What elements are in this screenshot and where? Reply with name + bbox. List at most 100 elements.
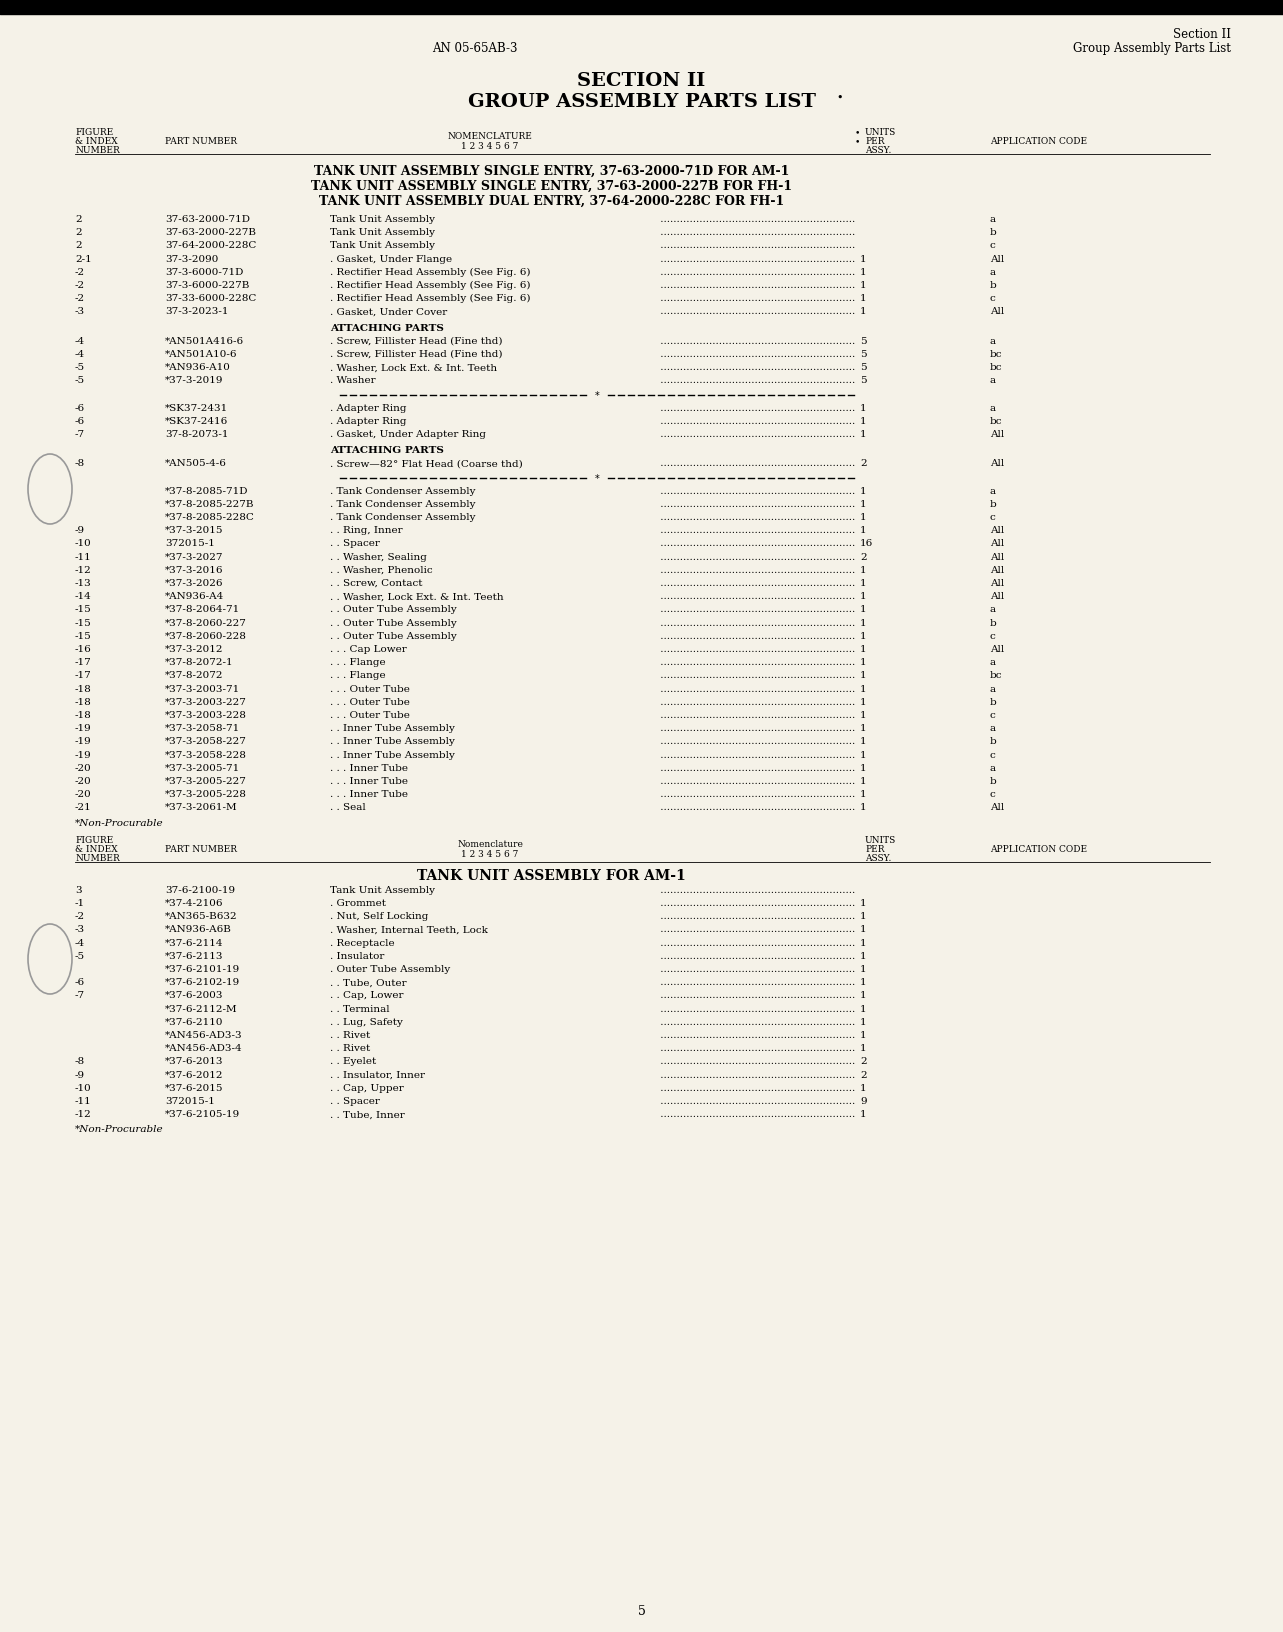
- Text: a: a: [990, 215, 996, 224]
- Text: -6: -6: [74, 403, 85, 413]
- Text: . Outer Tube Assembly: . Outer Tube Assembly: [330, 965, 450, 973]
- Text: b: b: [990, 697, 997, 707]
- Text: . . . Cap Lower: . . . Cap Lower: [330, 645, 407, 653]
- Text: -4: -4: [74, 349, 85, 359]
- Text: *AN936-A6B: *AN936-A6B: [166, 925, 232, 934]
- Text: 1: 1: [860, 697, 866, 707]
- Text: 37-33-6000-228C: 37-33-6000-228C: [166, 294, 257, 304]
- Text: -7: -7: [74, 991, 85, 1000]
- Text: 1: 1: [860, 526, 866, 535]
- Text: *AN936-A4: *AN936-A4: [166, 592, 225, 601]
- Text: ............................................................: ........................................…: [657, 1097, 854, 1105]
- Text: . . Spacer: . . Spacer: [330, 539, 380, 548]
- Text: bc: bc: [990, 671, 1002, 681]
- Text: All: All: [990, 565, 1005, 574]
- Text: All: All: [990, 255, 1005, 263]
- Text: *AN365-B632: *AN365-B632: [166, 912, 237, 920]
- Text: . . Eyelet: . . Eyelet: [330, 1058, 376, 1066]
- Text: . . . Inner Tube: . . . Inner Tube: [330, 764, 408, 772]
- Text: ............................................................: ........................................…: [657, 512, 854, 522]
- Text: APPLICATION CODE: APPLICATION CODE: [990, 844, 1087, 854]
- Text: 1: 1: [860, 294, 866, 304]
- Text: . Gasket, Under Cover: . Gasket, Under Cover: [330, 307, 448, 317]
- Text: 1: 1: [860, 605, 866, 614]
- Text: 2: 2: [74, 215, 82, 224]
- Text: *37-3-2012: *37-3-2012: [166, 645, 223, 653]
- Text: ............................................................: ........................................…: [657, 925, 854, 934]
- Text: NUMBER: NUMBER: [74, 854, 119, 862]
- Text: ............................................................: ........................................…: [657, 710, 854, 720]
- Text: -20: -20: [74, 777, 92, 785]
- Text: ............................................................: ........................................…: [657, 592, 854, 601]
- Text: . Nut, Self Locking: . Nut, Self Locking: [330, 912, 429, 920]
- Text: -12: -12: [74, 1110, 92, 1118]
- Text: ............................................................: ........................................…: [657, 1043, 854, 1053]
- Text: 37-3-2023-1: 37-3-2023-1: [166, 307, 228, 317]
- Text: bc: bc: [990, 362, 1002, 372]
- Text: ............................................................: ........................................…: [657, 459, 854, 468]
- Text: ............................................................: ........................................…: [657, 539, 854, 548]
- Text: TANK UNIT ASSEMBLY SINGLE ENTRY, 37-63-2000-227B FOR FH-1: TANK UNIT ASSEMBLY SINGLE ENTRY, 37-63-2…: [310, 180, 792, 193]
- Text: AN 05-65AB-3: AN 05-65AB-3: [432, 42, 517, 55]
- Text: c: c: [990, 790, 996, 798]
- Text: ............................................................: ........................................…: [657, 899, 854, 907]
- Text: ASSY.: ASSY.: [865, 854, 892, 862]
- Text: 1: 1: [860, 592, 866, 601]
- Text: ............................................................: ........................................…: [657, 499, 854, 509]
- Text: ............................................................: ........................................…: [657, 671, 854, 681]
- Text: *37-6-2013: *37-6-2013: [166, 1058, 223, 1066]
- Text: 37-3-6000-71D: 37-3-6000-71D: [166, 268, 244, 277]
- Text: *37-6-2110: *37-6-2110: [166, 1017, 223, 1027]
- Text: •: •: [837, 93, 843, 103]
- Text: ............................................................: ........................................…: [657, 1058, 854, 1066]
- Text: 2: 2: [860, 1058, 866, 1066]
- Text: -4: -4: [74, 938, 85, 947]
- Text: a: a: [990, 403, 996, 413]
- Text: . . Ring, Inner: . . Ring, Inner: [330, 526, 403, 535]
- Text: UNITS: UNITS: [865, 127, 897, 137]
- Text: . . Washer, Lock Ext. & Int. Teeth: . . Washer, Lock Ext. & Int. Teeth: [330, 592, 504, 601]
- Text: ............................................................: ........................................…: [657, 403, 854, 413]
- Text: ............................................................: ........................................…: [657, 803, 854, 811]
- Text: -8: -8: [74, 459, 85, 468]
- Text: . . Outer Tube Assembly: . . Outer Tube Assembly: [330, 632, 457, 640]
- Text: . Receptacle: . Receptacle: [330, 938, 395, 947]
- Text: All: All: [990, 459, 1005, 468]
- Text: 2: 2: [74, 242, 82, 250]
- Text: Tank Unit Assembly: Tank Unit Assembly: [330, 242, 435, 250]
- Text: 1: 1: [860, 764, 866, 772]
- Text: -6: -6: [74, 978, 85, 987]
- Text: 1 2 3 4 5 6 7: 1 2 3 4 5 6 7: [462, 849, 518, 858]
- Text: c: c: [990, 512, 996, 522]
- Text: *SK37-2416: *SK37-2416: [166, 416, 228, 426]
- Text: a: a: [990, 336, 996, 346]
- Text: *37-8-2085-227B: *37-8-2085-227B: [166, 499, 254, 509]
- Text: ............................................................: ........................................…: [657, 1110, 854, 1118]
- Text: . . . Inner Tube: . . . Inner Tube: [330, 790, 408, 798]
- Text: ............................................................: ........................................…: [657, 645, 854, 653]
- Text: 1 2 3 4 5 6 7: 1 2 3 4 5 6 7: [462, 142, 518, 150]
- Text: a: a: [990, 268, 996, 277]
- Text: *Non-Procurable: *Non-Procurable: [74, 818, 164, 827]
- Text: 1: 1: [860, 403, 866, 413]
- Text: . Screw, Fillister Head (Fine thd): . Screw, Fillister Head (Fine thd): [330, 336, 503, 346]
- Text: All: All: [990, 539, 1005, 548]
- Text: . . . Outer Tube: . . . Outer Tube: [330, 697, 409, 707]
- Text: . . . Inner Tube: . . . Inner Tube: [330, 777, 408, 785]
- Text: . . Seal: . . Seal: [330, 803, 366, 811]
- Text: -19: -19: [74, 738, 92, 746]
- Text: *37-8-2072: *37-8-2072: [166, 671, 223, 681]
- Text: . . Washer, Phenolic: . . Washer, Phenolic: [330, 565, 432, 574]
- Text: c: c: [990, 242, 996, 250]
- Text: -5: -5: [74, 951, 85, 960]
- Text: 1: 1: [860, 512, 866, 522]
- Text: -10: -10: [74, 539, 92, 548]
- Text: All: All: [990, 526, 1005, 535]
- Text: ............................................................: ........................................…: [657, 565, 854, 574]
- Text: -8: -8: [74, 1058, 85, 1066]
- Text: -2: -2: [74, 912, 85, 920]
- Text: ............................................................: ........................................…: [657, 764, 854, 772]
- Text: -5: -5: [74, 362, 85, 372]
- Text: & INDEX: & INDEX: [74, 844, 118, 854]
- Text: -9: -9: [74, 526, 85, 535]
